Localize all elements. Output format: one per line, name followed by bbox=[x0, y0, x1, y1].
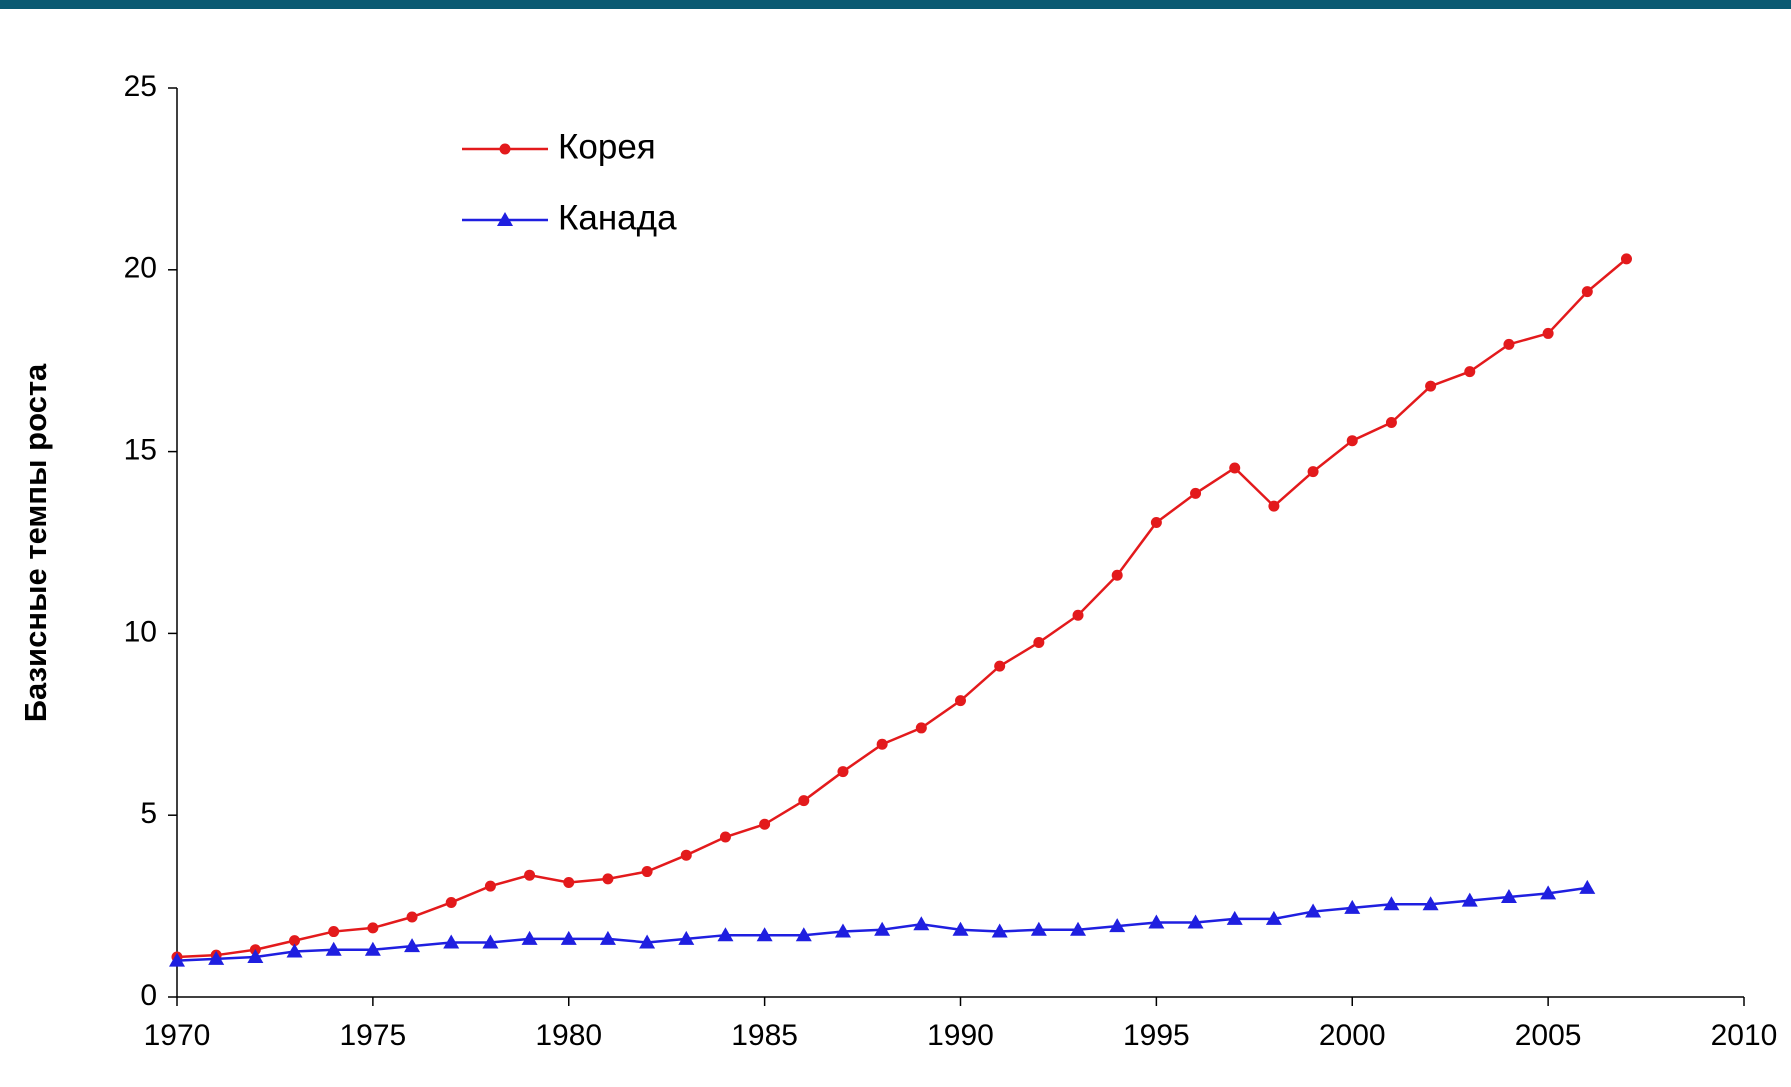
data-point bbox=[286, 943, 303, 958]
data-point bbox=[521, 930, 538, 945]
y-tick-label: 20 bbox=[124, 252, 157, 285]
data-point bbox=[1620, 253, 1632, 265]
data-point bbox=[445, 896, 457, 908]
data-point bbox=[364, 941, 381, 956]
legend-label: Корея bbox=[558, 127, 656, 166]
data-point bbox=[482, 934, 499, 949]
x-tick-label: 1970 bbox=[144, 1019, 211, 1052]
data-point bbox=[798, 795, 810, 807]
data-point bbox=[325, 941, 342, 956]
data-point bbox=[1581, 286, 1593, 298]
data-point bbox=[1030, 921, 1047, 936]
data-point bbox=[169, 952, 185, 967]
data-point bbox=[680, 849, 692, 861]
data-point bbox=[678, 930, 695, 945]
data-point bbox=[991, 923, 1008, 938]
data-point bbox=[834, 923, 851, 938]
data-point bbox=[247, 949, 264, 964]
data-point bbox=[719, 831, 731, 843]
y-tick-label: 25 bbox=[124, 70, 157, 103]
data-point bbox=[484, 880, 496, 892]
data-point bbox=[1305, 903, 1322, 918]
data-point bbox=[1344, 899, 1361, 914]
data-point bbox=[1268, 500, 1280, 512]
data-point bbox=[1422, 896, 1439, 911]
y-axis-label: Базисные темпы роста bbox=[18, 363, 53, 722]
data-point bbox=[756, 927, 773, 942]
data-point bbox=[1346, 435, 1358, 447]
data-point bbox=[1070, 921, 1087, 936]
x-tick-label: 2010 bbox=[1711, 1019, 1778, 1052]
data-point bbox=[1265, 910, 1282, 925]
data-point bbox=[328, 926, 340, 938]
data-point bbox=[1542, 327, 1554, 339]
data-point bbox=[1187, 914, 1204, 929]
data-point bbox=[641, 866, 653, 878]
x-tick-label: 2000 bbox=[1319, 1019, 1386, 1052]
data-point bbox=[1229, 462, 1241, 474]
data-point bbox=[1540, 885, 1557, 900]
data-point bbox=[1464, 366, 1476, 378]
legend-marker bbox=[497, 212, 513, 226]
data-point bbox=[1503, 338, 1515, 350]
data-point bbox=[1109, 918, 1126, 933]
data-point bbox=[563, 876, 575, 888]
data-point bbox=[952, 921, 969, 936]
data-point bbox=[1385, 417, 1397, 429]
top-bar bbox=[0, 0, 1791, 9]
data-point bbox=[1226, 910, 1243, 925]
data-point bbox=[406, 911, 418, 923]
y-tick-label: 0 bbox=[140, 979, 157, 1012]
x-tick-label: 1995 bbox=[1123, 1019, 1190, 1052]
data-point bbox=[1500, 889, 1517, 904]
data-point bbox=[524, 869, 536, 881]
data-point bbox=[1383, 896, 1400, 911]
legend-label: Канада bbox=[558, 198, 677, 237]
data-point bbox=[443, 934, 460, 949]
data-point bbox=[876, 738, 888, 750]
legend-marker bbox=[499, 143, 511, 155]
data-point bbox=[367, 922, 379, 934]
data-point bbox=[1148, 914, 1165, 929]
data-point bbox=[599, 930, 616, 945]
data-point bbox=[1072, 609, 1084, 621]
data-point bbox=[602, 873, 614, 885]
data-point bbox=[913, 916, 930, 931]
data-point bbox=[759, 818, 771, 830]
data-point bbox=[1150, 517, 1162, 529]
y-tick-label: 15 bbox=[124, 434, 157, 467]
data-point bbox=[208, 950, 225, 965]
x-tick-label: 2005 bbox=[1515, 1019, 1582, 1052]
data-point bbox=[1190, 487, 1202, 499]
series-line bbox=[176, 257, 1628, 959]
x-tick-label: 1985 bbox=[731, 1019, 798, 1052]
data-point bbox=[1307, 466, 1319, 478]
y-tick-label: 10 bbox=[124, 615, 157, 648]
data-point bbox=[1461, 892, 1478, 907]
x-tick-label: 1980 bbox=[535, 1019, 602, 1052]
data-point bbox=[560, 930, 577, 945]
data-point bbox=[795, 927, 812, 942]
x-tick-label: 1975 bbox=[340, 1019, 407, 1052]
data-point bbox=[1033, 636, 1045, 648]
data-point bbox=[1579, 879, 1596, 894]
data-point bbox=[1111, 569, 1123, 581]
y-tick-label: 5 bbox=[140, 797, 157, 830]
x-tick-label: 1990 bbox=[927, 1019, 994, 1052]
data-point bbox=[874, 921, 891, 936]
data-point bbox=[639, 934, 656, 949]
data-point bbox=[837, 766, 849, 778]
data-point bbox=[955, 695, 966, 707]
data-point bbox=[994, 660, 1006, 672]
data-point bbox=[404, 938, 421, 953]
data-point bbox=[289, 935, 301, 947]
data-point bbox=[1425, 380, 1437, 392]
data-point bbox=[915, 722, 927, 734]
data-point bbox=[717, 927, 734, 942]
